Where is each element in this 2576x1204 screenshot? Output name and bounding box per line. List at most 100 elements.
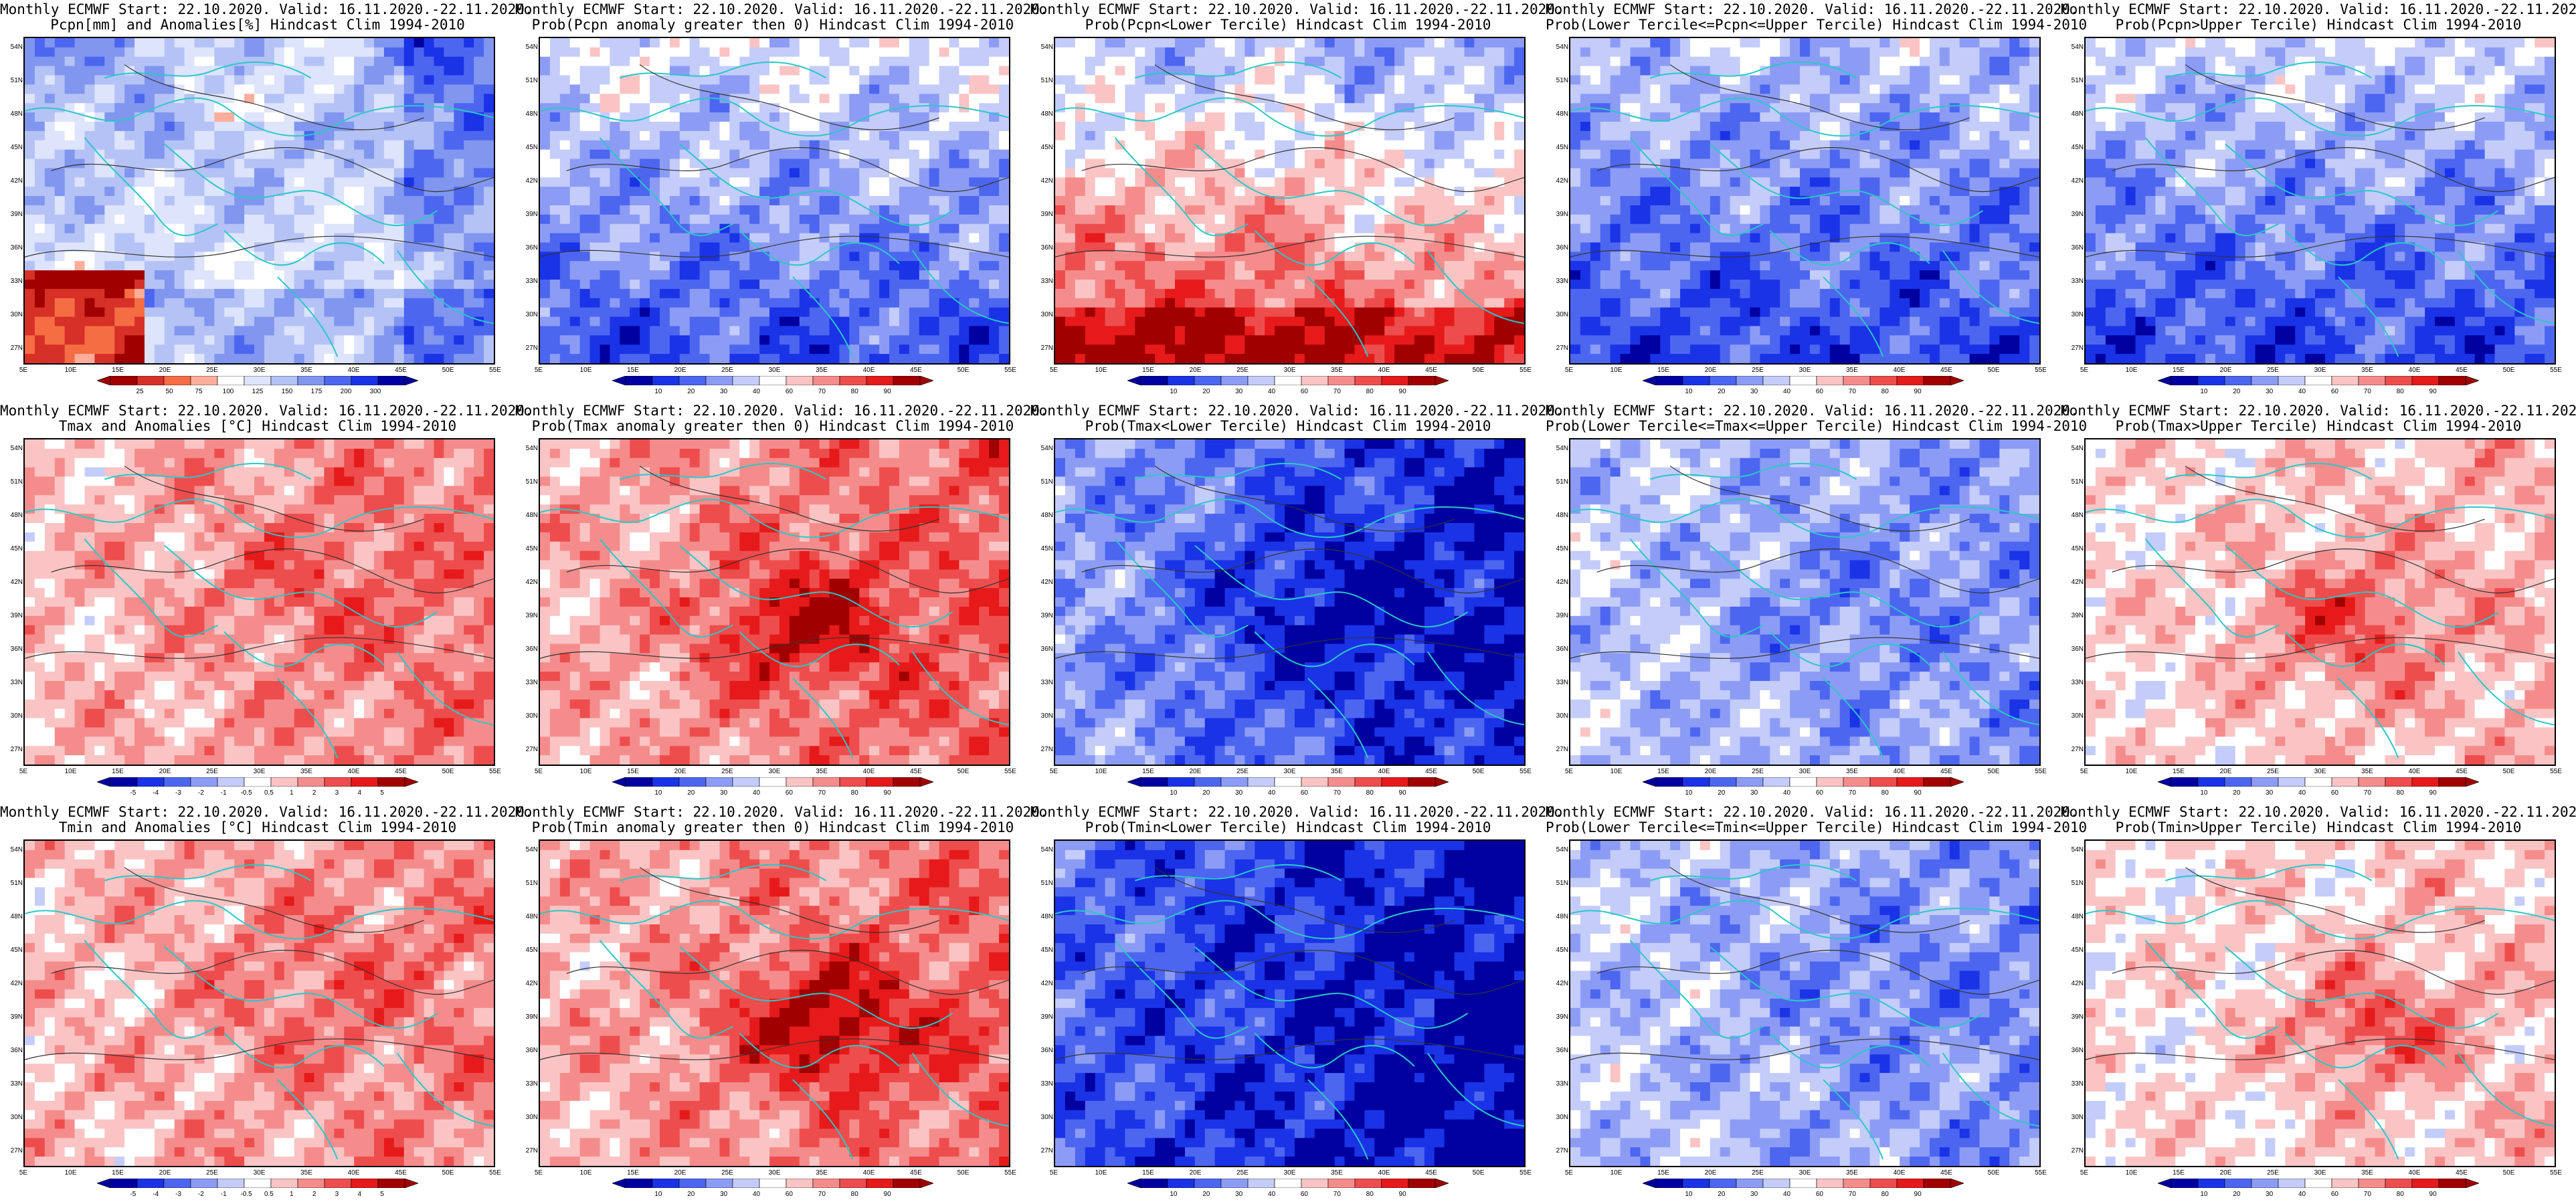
coastline xyxy=(540,97,1009,137)
field-cell xyxy=(630,288,641,299)
field-cell xyxy=(264,187,275,197)
field-cell xyxy=(454,84,465,95)
field-cell xyxy=(54,112,66,122)
field-cell xyxy=(1155,112,1166,122)
field-cell xyxy=(899,66,910,76)
field-cell xyxy=(799,112,810,122)
field-cell xyxy=(1354,38,1366,48)
field-cell xyxy=(969,261,980,272)
field-cell xyxy=(759,94,771,104)
field-cell xyxy=(224,140,236,150)
field-cell xyxy=(1344,75,1356,86)
field-cell xyxy=(549,177,561,188)
field-cell xyxy=(1414,103,1425,114)
field-cell xyxy=(659,159,670,169)
field-cell xyxy=(859,75,870,86)
field-cell xyxy=(1404,242,1415,253)
field-cell xyxy=(314,205,325,215)
field-cell xyxy=(620,103,631,114)
field-cell xyxy=(74,242,86,253)
field-cell xyxy=(1125,233,1136,243)
field-cell xyxy=(364,130,375,141)
field-cell xyxy=(1404,168,1415,179)
field-cell xyxy=(1145,261,1156,272)
field-cell xyxy=(1255,288,1266,299)
field-cell xyxy=(204,344,215,355)
field-cell xyxy=(610,344,621,355)
field-cell xyxy=(383,354,395,363)
field-cell xyxy=(1484,121,1495,132)
field-cell xyxy=(393,66,405,76)
field-cell xyxy=(94,47,106,58)
field-cell xyxy=(969,205,980,215)
field-cell xyxy=(1234,196,1246,206)
field-cell xyxy=(799,47,810,58)
field-cell xyxy=(969,298,980,308)
field-cell xyxy=(939,75,950,86)
field-cell xyxy=(1105,94,1116,104)
field-cell xyxy=(709,149,721,160)
field-cell xyxy=(234,130,246,141)
field-cell xyxy=(25,84,35,95)
field-cell xyxy=(650,288,660,299)
field-cell xyxy=(779,354,790,363)
field-cell xyxy=(979,298,990,308)
field-cell xyxy=(949,140,960,150)
field-cell xyxy=(1255,316,1266,327)
field-cell xyxy=(1424,298,1435,308)
field-cell xyxy=(1165,252,1176,262)
field-cell xyxy=(1314,38,1325,48)
field-cell xyxy=(859,66,870,76)
field-cell xyxy=(444,280,455,290)
field-cell xyxy=(1374,130,1386,141)
field-cell xyxy=(889,121,900,132)
field-cell xyxy=(1464,233,1475,243)
field-cell xyxy=(749,354,761,363)
field-cell xyxy=(650,335,660,346)
field-cell xyxy=(1454,94,1465,104)
field-cell xyxy=(383,149,395,160)
field-cell xyxy=(234,168,246,179)
field-cell xyxy=(999,94,1009,104)
field-cell xyxy=(244,130,256,141)
field-cell xyxy=(1454,66,1465,76)
field-cell xyxy=(334,187,345,197)
field-cell xyxy=(799,159,810,169)
field-cell xyxy=(1095,196,1106,206)
field-cell xyxy=(839,288,850,299)
field-cell xyxy=(1474,38,1485,48)
field-cell xyxy=(630,223,641,234)
field-cell xyxy=(1265,252,1276,262)
field-cell xyxy=(749,214,761,225)
field-cell xyxy=(214,298,225,308)
field-cell xyxy=(334,140,345,150)
field-cell xyxy=(354,214,365,225)
field-cell xyxy=(1155,326,1166,336)
field-cell xyxy=(374,112,385,122)
field-cell xyxy=(364,298,375,308)
field-cell xyxy=(969,252,980,262)
lon-tick-label: 5E xyxy=(13,367,33,374)
field-cell xyxy=(284,326,295,336)
field-cell xyxy=(1165,140,1176,150)
field-cell xyxy=(969,56,980,67)
field-cell xyxy=(454,214,465,225)
field-cell xyxy=(393,307,405,318)
field-cell xyxy=(1474,121,1485,132)
field-cell xyxy=(719,205,731,215)
field-cell xyxy=(1065,66,1076,76)
field-cell xyxy=(1265,103,1276,114)
field-cell xyxy=(124,252,136,262)
field-cell xyxy=(759,261,771,272)
field-cell xyxy=(1105,187,1116,197)
field-cell xyxy=(799,103,810,114)
field-cell xyxy=(294,316,305,327)
panel-title-line2: Prob(Pcpn<Lower Tercile) Hindcast Clim 1… xyxy=(1030,17,1546,33)
field-cell xyxy=(224,177,236,188)
field-cell xyxy=(1364,280,1376,290)
field-cell xyxy=(909,47,920,58)
field-cell xyxy=(324,140,335,150)
field-cell xyxy=(84,354,96,363)
field-cell xyxy=(650,280,660,290)
field-cell xyxy=(1055,47,1066,58)
